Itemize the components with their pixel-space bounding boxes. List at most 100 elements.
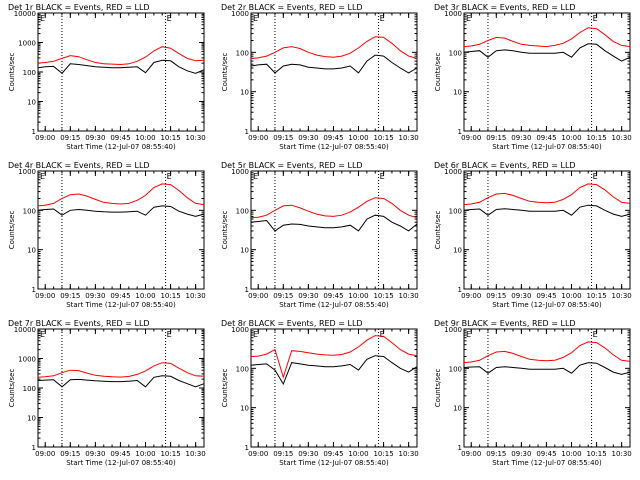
lld-series-line [250, 335, 418, 379]
events-series-line [463, 204, 631, 217]
plot-frame [250, 12, 418, 132]
x-tick-label: 09:30 [85, 450, 105, 458]
y-tick-label: 1 [32, 128, 36, 136]
y-tick-label: 1 [245, 128, 249, 136]
event-marker: E [253, 330, 258, 339]
x-tick-label: 09:15 [486, 134, 506, 142]
events-series-line [250, 214, 418, 232]
x-tick-label: 09:30 [298, 450, 318, 458]
y-tick-label: 10000 [14, 10, 36, 18]
x-tick-label: 10:00 [135, 134, 155, 142]
y-axis-label: Counts/sec [8, 53, 16, 92]
lld-series-line [463, 27, 631, 48]
x-tick-label: 09:45 [323, 292, 343, 300]
plot-frame [463, 12, 631, 132]
panel-title: Det 1r BLACK = Events, RED = LLD [8, 3, 150, 12]
x-tick-label: 09:45 [536, 450, 556, 458]
x-axis-label: Start Time (12-Jul-07 08:55:40) [492, 143, 602, 151]
events-series-line [463, 362, 631, 375]
panel-title: Det 2r BLACK = Events, RED = LLD [221, 3, 363, 12]
event-marker: E [380, 14, 385, 23]
y-tick-label: 100 [449, 49, 462, 57]
x-tick-label: 10:15 [160, 134, 180, 142]
y-tick-label: 100 [23, 385, 36, 393]
event-marker: E [593, 330, 598, 339]
y-tick-label: 1 [458, 444, 462, 452]
x-tick-label: 10:00 [561, 450, 581, 458]
y-axis-label: Counts/sec [434, 211, 442, 250]
y-tick-label: 1 [458, 286, 462, 294]
x-axis-label: Start Time (12-Jul-07 08:55:40) [492, 459, 602, 467]
y-tick-label: 10 [453, 247, 462, 255]
x-axis-label: Start Time (12-Jul-07 08:55:40) [66, 459, 176, 467]
plot-frame [463, 328, 631, 448]
plot-frame [37, 328, 205, 448]
x-tick-label: 10:30 [612, 292, 632, 300]
x-tick-label: 09:15 [486, 450, 506, 458]
y-tick-label: 10 [240, 89, 249, 97]
y-tick-label: 10 [240, 405, 249, 413]
y-tick-label: 100 [449, 207, 462, 215]
x-axis-label: Start Time (12-Jul-07 08:55:40) [66, 143, 176, 151]
x-axis-label: Start Time (12-Jul-07 08:55:40) [492, 301, 602, 309]
y-tick-label: 1000 [231, 10, 249, 18]
event-marker: E [253, 172, 258, 181]
x-tick-label: 10:30 [399, 450, 419, 458]
y-tick-label: 1000 [444, 10, 462, 18]
event-marker: E [40, 14, 45, 23]
x-tick-label: 10:15 [160, 450, 180, 458]
lld-series-line [37, 362, 205, 378]
x-tick-label: 09:00 [35, 292, 55, 300]
x-tick-label: 09:45 [323, 450, 343, 458]
plot-frame [37, 170, 205, 290]
detector-panel: Det 7r BLACK = Events, RED = LLD 1 10 100 10… [8, 319, 206, 467]
x-tick-label: 10:00 [348, 292, 368, 300]
x-tick-label: 09:15 [60, 134, 80, 142]
event-marker: E [167, 14, 172, 23]
y-tick-label: 100 [236, 207, 249, 215]
y-tick-label: 1 [245, 444, 249, 452]
events-series-line [250, 54, 418, 74]
x-tick-label: 09:15 [273, 450, 293, 458]
y-axis-label: Counts/sec [221, 369, 229, 408]
panel-title: Det 9r BLACK = Events, RED = LLD [434, 319, 576, 328]
event-marker: E [40, 330, 45, 339]
x-tick-label: 10:00 [135, 292, 155, 300]
lld-series-line [37, 46, 205, 66]
x-axis-label: Start Time (12-Jul-07 08:55:40) [279, 301, 389, 309]
y-tick-label: 1 [458, 128, 462, 136]
detector-panel: Det 1r BLACK = Events, RED = LLD 1 10 100 10… [8, 3, 206, 151]
x-tick-label: 09:45 [110, 134, 130, 142]
x-axis-label: Start Time (12-Jul-07 08:55:40) [279, 459, 389, 467]
event-marker: E [380, 172, 385, 181]
y-tick-label: 10 [240, 247, 249, 255]
x-tick-label: 09:30 [511, 450, 531, 458]
x-tick-label: 09:15 [60, 292, 80, 300]
x-tick-label: 09:30 [298, 134, 318, 142]
x-tick-label: 09:00 [461, 450, 481, 458]
detector-panel: Det 4r BLACK = Events, RED = LLD 1 10 100 10… [8, 161, 206, 309]
y-axis-label: Counts/sec [8, 211, 16, 250]
x-tick-label: 10:00 [135, 450, 155, 458]
x-tick-label: 10:30 [612, 450, 632, 458]
x-tick-label: 10:15 [373, 292, 393, 300]
x-tick-label: 09:30 [85, 134, 105, 142]
event-marker: E [466, 330, 471, 339]
event-marker: E [380, 330, 385, 339]
event-marker: E [167, 172, 172, 181]
x-tick-label: 10:15 [586, 292, 606, 300]
x-tick-label: 09:15 [60, 450, 80, 458]
y-tick-label: 1000 [444, 168, 462, 176]
detector-panel: Det 3r BLACK = Events, RED = LLD 1 10 100 10… [434, 3, 632, 151]
y-tick-label: 100 [449, 365, 462, 373]
x-tick-label: 10:30 [186, 134, 206, 142]
x-axis-label: Start Time (12-Jul-07 08:55:40) [66, 301, 176, 309]
x-tick-label: 09:00 [35, 134, 55, 142]
x-tick-label: 10:30 [399, 292, 419, 300]
y-tick-label: 1000 [18, 168, 36, 176]
y-tick-label: 1000 [444, 326, 462, 334]
x-tick-label: 10:00 [561, 134, 581, 142]
y-tick-label: 10 [27, 99, 36, 107]
x-tick-label: 09:00 [461, 292, 481, 300]
x-tick-label: 09:30 [298, 292, 318, 300]
